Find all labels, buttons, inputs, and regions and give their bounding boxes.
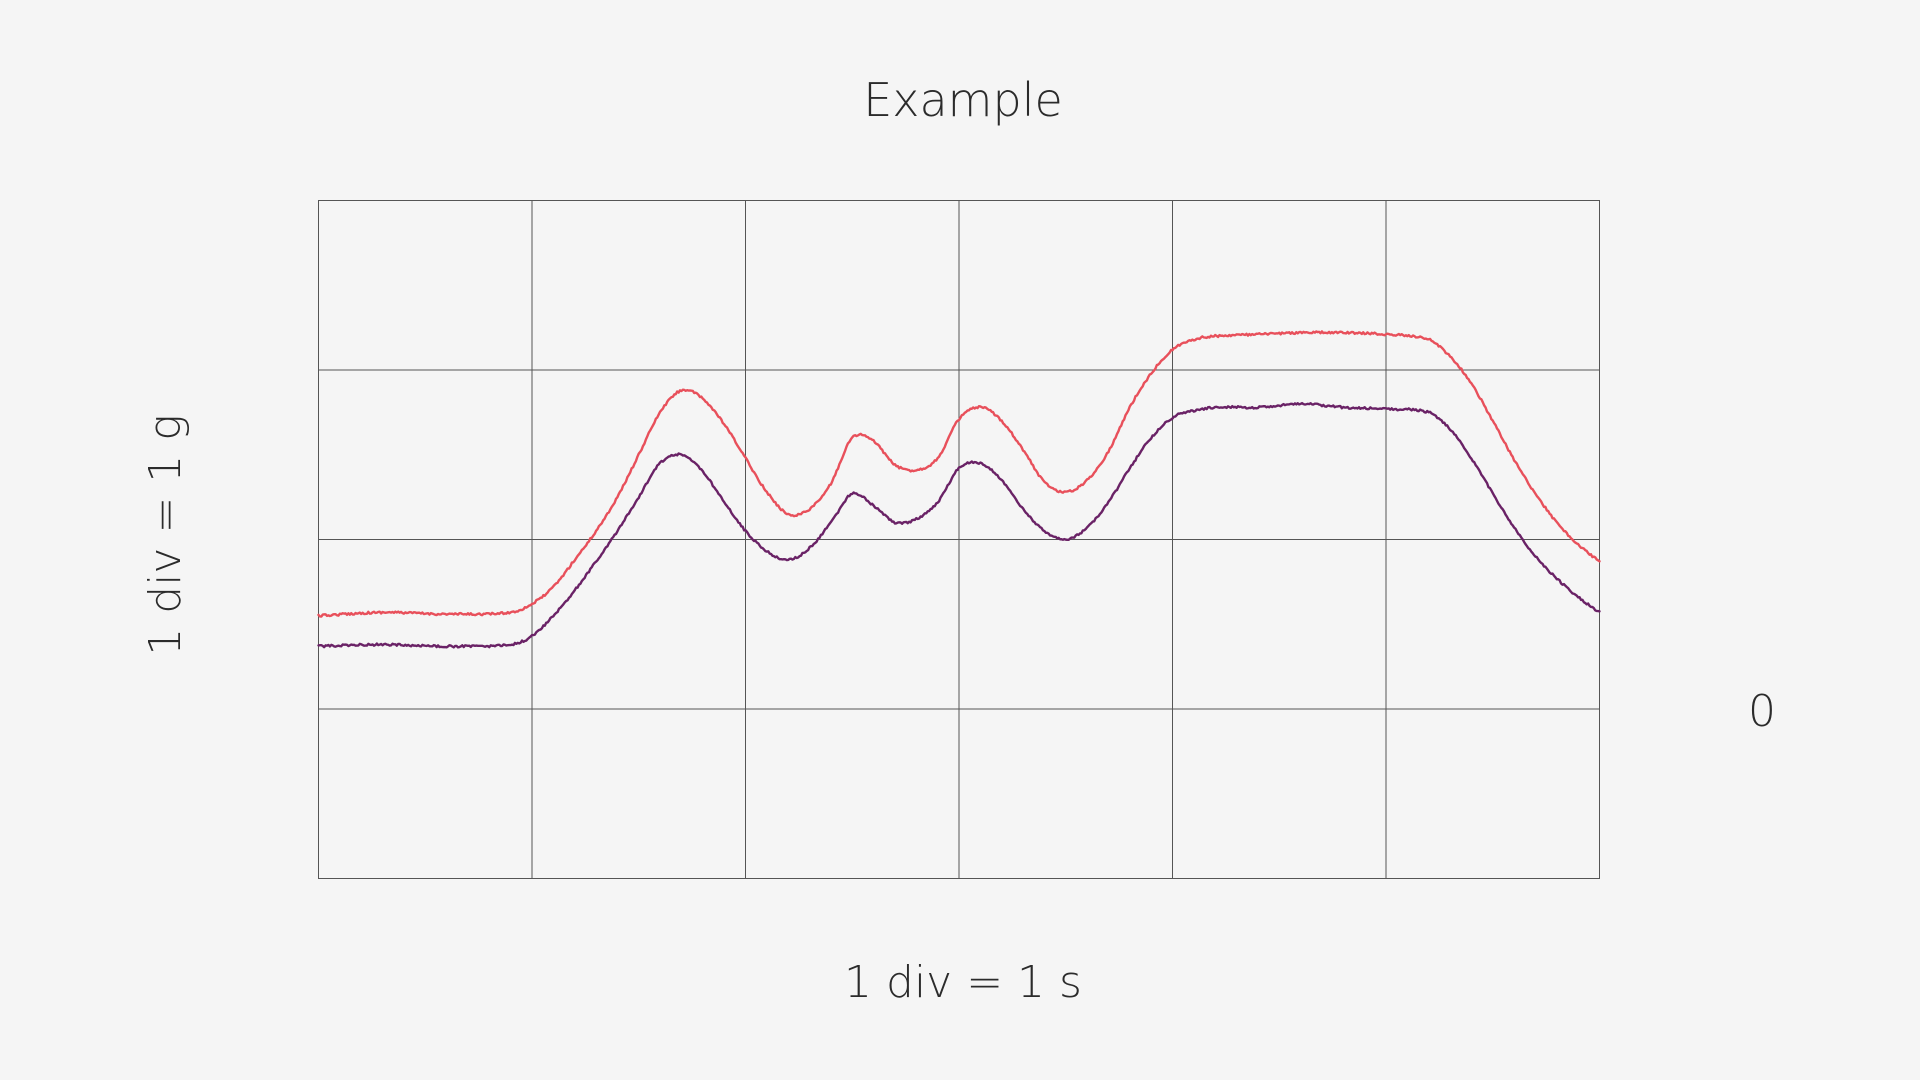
series-line-2 xyxy=(317,401,1601,649)
y-axis-label: 1 div = 1 g xyxy=(140,414,191,655)
chart-title: Example xyxy=(863,73,1063,127)
plot-frame xyxy=(318,200,1600,879)
x-axis-label: 1 div = 1 s xyxy=(844,957,1082,1008)
series-group xyxy=(317,330,1601,649)
series-line-1 xyxy=(317,330,1601,618)
zero-marker-label: 0 xyxy=(1748,686,1776,737)
plot-grid xyxy=(318,200,1600,879)
